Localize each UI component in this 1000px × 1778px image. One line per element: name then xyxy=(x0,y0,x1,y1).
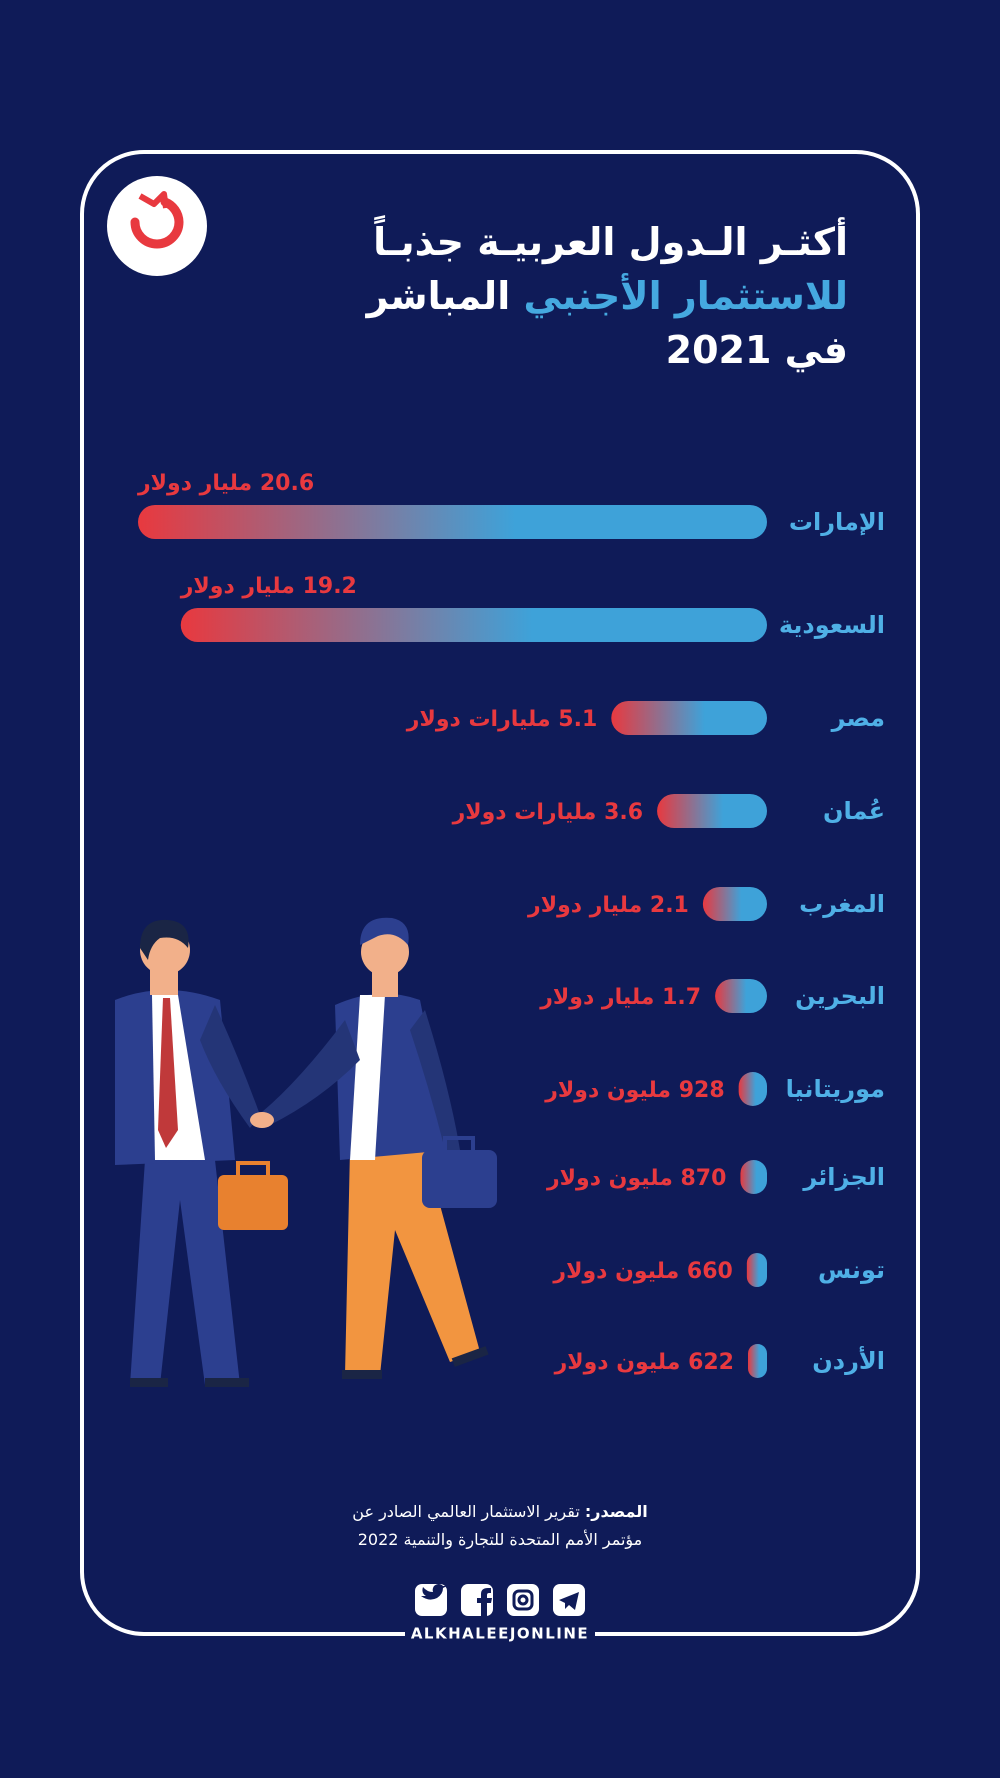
bar xyxy=(657,794,767,828)
country-label: الجزائر xyxy=(802,1163,885,1191)
value-label: 5.1 مليارات دولار xyxy=(406,707,597,732)
country-label: المغرب xyxy=(799,890,885,918)
country-label: السعودية xyxy=(779,611,885,639)
title: أكثـر الـدول العربيـة جذبـاً للاستثمار ا… xyxy=(228,215,848,377)
country-label: البحرين xyxy=(795,982,885,1010)
logo xyxy=(107,176,207,276)
value-label: 622 مليون دولار xyxy=(554,1350,734,1375)
value-label: 870 مليون دولار xyxy=(546,1166,726,1191)
country-label: مصر xyxy=(831,704,885,732)
value-label: 3.6 مليارات دولار xyxy=(452,800,643,825)
title-line: في 2021 xyxy=(665,328,848,372)
bar xyxy=(702,887,767,921)
bar xyxy=(611,701,767,735)
country-label: موريتانيا xyxy=(786,1075,885,1103)
bar xyxy=(738,1072,767,1106)
value-label: 1.7 مليار دولار xyxy=(539,985,701,1010)
value-label: 928 مليون دولار xyxy=(544,1078,724,1103)
value-label: 19.2 مليار دولار xyxy=(180,574,357,599)
country-label: عُمان xyxy=(823,797,885,825)
source-line: مؤتمر الأمم المتحدة للتجارة والتنمية 202… xyxy=(357,1530,643,1549)
bar xyxy=(748,1344,767,1378)
value-label: 20.6 مليار دولار xyxy=(137,471,314,496)
source-line: تقرير الاستثمار العالمي الصادر عن xyxy=(352,1502,580,1521)
brand: ALKHALEEJONLINE xyxy=(411,1625,589,1643)
country-label: الأردن xyxy=(812,1346,885,1375)
value-label: 660 مليون دولار xyxy=(552,1259,732,1284)
title-line: أكثـر الـدول العربيـة جذبـاً xyxy=(373,220,848,264)
title-line: للاستثمار الأجنبي المباشر xyxy=(228,269,848,323)
brand-backdrop xyxy=(405,1622,595,1646)
bar xyxy=(740,1160,767,1194)
title-part: المباشر xyxy=(366,274,511,318)
country-label: تونس xyxy=(818,1256,885,1284)
social-icons xyxy=(415,1584,585,1616)
illustration xyxy=(115,917,497,1387)
title-highlight: للاستثمار الأجنبي xyxy=(523,274,848,318)
value-label: 2.1 مليار دولار xyxy=(527,893,689,918)
source: المصدر: تقرير الاستثمار العالمي الصادر ع… xyxy=(250,1498,750,1554)
bar xyxy=(180,608,768,642)
bar xyxy=(138,505,767,539)
bar xyxy=(715,979,767,1013)
country-label: الإمارات xyxy=(789,508,885,536)
source-label: المصدر: xyxy=(584,1502,648,1521)
bar xyxy=(746,1253,767,1287)
